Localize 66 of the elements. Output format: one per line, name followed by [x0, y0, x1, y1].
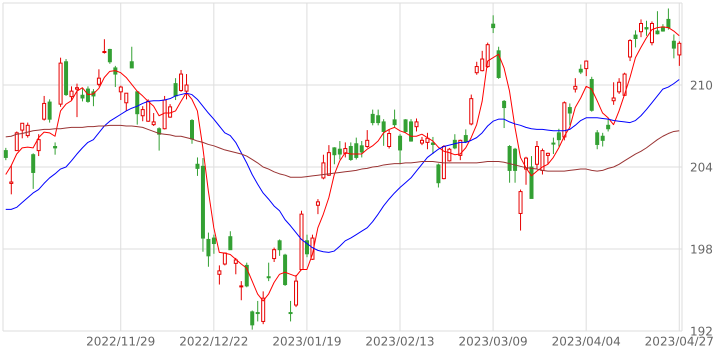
candlestick — [48, 98, 52, 124]
candlestick — [234, 257, 238, 275]
candlestick — [398, 134, 402, 165]
candlestick — [578, 64, 583, 75]
candlestick — [392, 109, 397, 128]
candlestick — [244, 262, 249, 288]
candlestick — [124, 92, 128, 112]
candlestick — [102, 38, 106, 54]
candlestick — [190, 118, 194, 144]
candlestick — [31, 152, 36, 190]
candlestick — [174, 78, 178, 101]
candlestick — [53, 142, 58, 156]
candlestick — [556, 128, 561, 147]
candlestick — [130, 46, 134, 68]
candlestick — [304, 234, 309, 258]
candlestick — [436, 163, 440, 188]
y-tick-label: 210 — [690, 78, 713, 92]
candlestick — [108, 48, 112, 64]
candlestick — [36, 134, 41, 157]
candlestick — [430, 136, 435, 155]
candlestick — [365, 130, 370, 148]
candlestick — [272, 247, 276, 262]
candlestick — [217, 264, 222, 286]
candlestick — [491, 14, 496, 34]
candlestick — [612, 82, 616, 106]
candlestick — [152, 112, 156, 126]
candlestick — [4, 147, 8, 161]
candlestick — [343, 142, 348, 158]
candlestick — [452, 134, 457, 150]
candlestick — [414, 118, 419, 132]
candlestick — [288, 300, 293, 322]
candlestick — [551, 137, 556, 155]
candlestick — [278, 238, 282, 256]
candlestick — [239, 280, 244, 301]
candlestick — [584, 60, 588, 77]
y-tick-label: 204 — [690, 160, 713, 174]
candlestick — [650, 20, 654, 46]
candlestick — [228, 230, 232, 250]
candlestick — [628, 38, 632, 62]
candlestick — [677, 40, 682, 66]
candlestick — [42, 95, 46, 122]
candlestick — [266, 262, 271, 282]
candlestick — [464, 128, 468, 144]
candlestick — [644, 20, 648, 36]
candlestick — [261, 290, 266, 325]
candlestick — [573, 78, 578, 94]
candlestick — [568, 102, 572, 126]
candlestick — [387, 128, 392, 150]
candlestick — [606, 118, 610, 132]
candlestick — [502, 100, 506, 129]
candlestick — [639, 18, 644, 38]
candlestick — [75, 83, 80, 118]
candlestick — [666, 8, 670, 30]
candlestick — [634, 30, 638, 48]
candlestick — [135, 91, 140, 126]
candlestick — [70, 86, 74, 101]
candlestick — [518, 189, 523, 232]
candlestick — [14, 130, 19, 152]
candlestick — [222, 252, 227, 266]
candlestick — [118, 85, 123, 101]
candlestick — [9, 165, 14, 195]
candlestick — [316, 198, 320, 215]
candlestick — [672, 34, 676, 59]
candlestick — [294, 274, 298, 308]
candlestick — [96, 68, 101, 87]
y-tick-label: 198 — [690, 242, 713, 256]
